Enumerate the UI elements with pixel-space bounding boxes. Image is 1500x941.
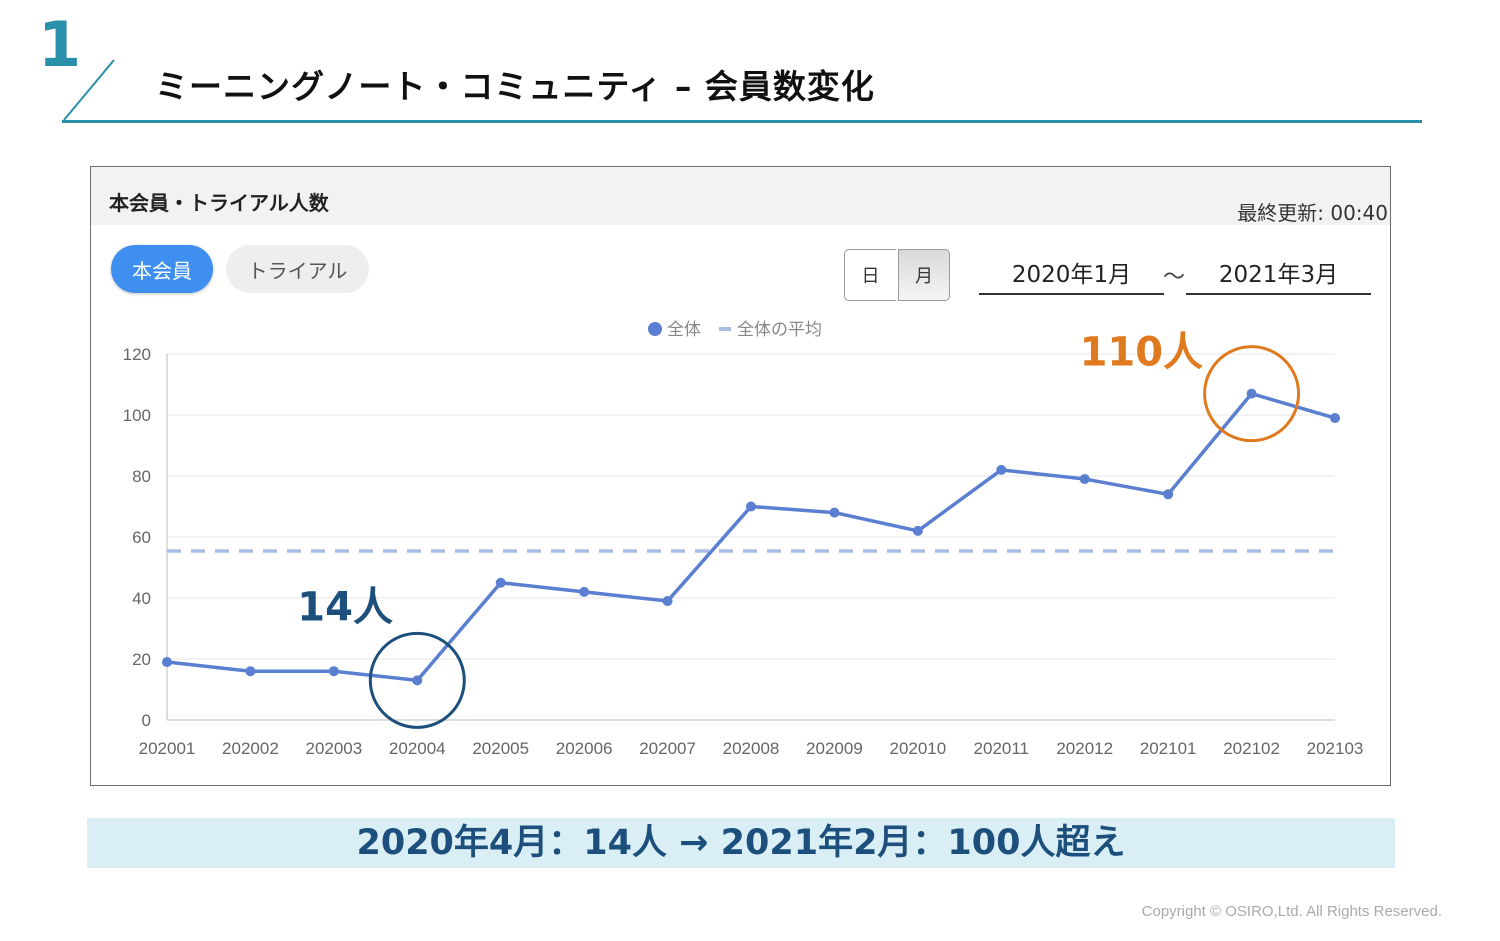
x-tick-label: 202008 (723, 739, 780, 758)
data-point (1079, 474, 1090, 485)
data-point (579, 586, 590, 597)
summary-banner: 2020年4月：14人 → 2021年2月：100人超え (87, 818, 1395, 868)
y-tick-label: 40 (132, 589, 151, 608)
data-point (162, 657, 172, 668)
trial-tab-button[interactable]: トライアル (226, 245, 369, 293)
panel-header: 本会員・トライアル人数 最終更新: 00:40 (91, 167, 1390, 225)
legend-label-total: 全体 (667, 320, 701, 340)
x-tick-label: 202007 (639, 739, 696, 758)
y-tick-label: 0 (142, 711, 151, 730)
date-separator: 〜 (1163, 265, 1186, 290)
annotation-circle (368, 631, 466, 729)
last-updated: 最終更新: 00:40 (1237, 201, 1388, 225)
x-tick-label: 202001 (139, 739, 196, 758)
slide-title: ミーニングノート・コミュニティ – 会員数変化 (155, 67, 875, 106)
x-tick-label: 202005 (472, 739, 529, 758)
date-from-field[interactable]: 2020年1月 (979, 255, 1164, 295)
x-tick-label: 202102 (1223, 739, 1280, 758)
x-tick-label: 202006 (556, 739, 613, 758)
data-point (412, 675, 423, 686)
annotation-circle (1203, 345, 1301, 443)
data-point (495, 577, 506, 588)
legend: 全体 全体の平均 (648, 320, 822, 340)
y-tick-label: 60 (132, 528, 151, 547)
panel-title: 本会員・トライアル人数 (109, 191, 329, 215)
member-tab-button[interactable]: 本会員 (111, 245, 213, 293)
x-tick-label: 202103 (1307, 739, 1364, 758)
data-point (1246, 388, 1257, 399)
title-slash-decoration (63, 59, 115, 121)
data-point (912, 525, 923, 536)
annotation-label: 110人 (1080, 330, 1204, 376)
x-tick-label: 202003 (305, 739, 362, 758)
day-period-button[interactable]: 日 (844, 249, 896, 301)
data-point (245, 666, 256, 677)
title-underline (62, 120, 1422, 123)
copyright: Copyright © OSIRO,Ltd. All Rights Reserv… (1141, 903, 1442, 920)
data-point (746, 501, 756, 512)
y-tick-label: 100 (123, 406, 151, 425)
x-tick-label: 202009 (806, 739, 863, 758)
y-tick-label: 120 (123, 345, 151, 364)
y-tick-label: 20 (132, 650, 151, 669)
x-tick-label: 202004 (389, 739, 446, 758)
legend-marker-total (648, 322, 662, 336)
annotation-label: 14人 (297, 584, 393, 630)
line-chart: 0 20 40 60 80 100 120 202001 202002 202003 202004 2… (123, 320, 1364, 758)
data-point (662, 596, 673, 607)
legend-label-average: 全体の平均 (737, 320, 822, 340)
data-point (328, 666, 339, 677)
data-point (829, 507, 840, 518)
data-point (1330, 413, 1340, 424)
x-tick-label: 202101 (1140, 739, 1197, 758)
y-tick-label: 80 (132, 467, 151, 486)
x-tick-label: 202002 (222, 739, 279, 758)
x-tick-label: 202012 (1056, 739, 1113, 758)
data-point (996, 464, 1007, 475)
month-period-button[interactable]: 月 (898, 249, 950, 301)
chart-panel: 本会員・トライアル人数 最終更新: 00:40 本会員 トライアル 日 月 20… (90, 166, 1391, 786)
slide-number: 1 (38, 8, 82, 81)
x-tick-label: 202010 (889, 739, 946, 758)
data-point (1163, 489, 1174, 500)
date-to-field[interactable]: 2021年3月 (1186, 255, 1371, 295)
x-tick-label: 202011 (974, 739, 1029, 758)
